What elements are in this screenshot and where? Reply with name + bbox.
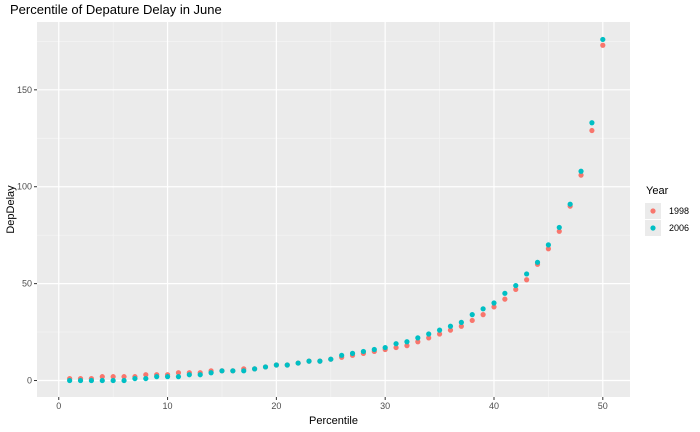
data-point-1998 (491, 304, 497, 310)
points-layer (67, 36, 606, 384)
data-point-2006 (371, 346, 377, 353)
data-point-1998 (110, 374, 116, 380)
legend-point-2006 (650, 225, 656, 231)
data-point-1998 (175, 370, 182, 376)
y-tick-label: 100 (17, 182, 32, 192)
data-point-2006 (88, 377, 95, 384)
data-point-1998 (404, 343, 410, 349)
y-tick-label: 150 (17, 85, 32, 95)
data-point-1998 (524, 277, 530, 283)
data-point-2006 (480, 306, 486, 312)
data-point-2006 (589, 120, 595, 126)
data-point-2006 (469, 312, 475, 318)
data-point-2006 (164, 374, 171, 380)
data-point-1998 (426, 335, 432, 341)
plot-panel (37, 22, 630, 397)
data-point-2006 (121, 377, 127, 384)
data-point-2006 (447, 323, 454, 329)
data-point-2006 (360, 348, 367, 355)
data-point-1998 (513, 286, 519, 293)
legend-point-1998 (650, 208, 656, 214)
data-point-2006 (241, 368, 247, 374)
data-point-1998 (393, 344, 399, 351)
data-point-2006 (154, 374, 160, 380)
data-point-1998 (436, 331, 443, 337)
data-point-2006 (404, 339, 410, 345)
data-point-2006 (524, 271, 530, 277)
data-point-1998 (469, 317, 475, 324)
data-point-2006 (295, 360, 301, 366)
data-point-2006 (252, 366, 258, 372)
y-axis-title: DepDelay (5, 185, 17, 234)
data-point-2006 (77, 377, 84, 384)
data-point-2006 (382, 344, 388, 351)
data-point-2006 (284, 362, 290, 368)
data-point-1998 (578, 172, 584, 178)
x-tick-label: 10 (163, 401, 173, 411)
y-tick-label: 0 (27, 376, 32, 386)
data-point-2006 (132, 375, 138, 382)
data-point-2006 (273, 362, 279, 368)
data-point-1998 (415, 339, 421, 345)
tick-layer: 0 10 20 30 40 50 0 50 100 150 (17, 85, 608, 411)
data-point-1998 (121, 374, 127, 380)
legend-title: Year (646, 185, 669, 197)
legend-label-2006: 2006 (669, 223, 689, 233)
data-point-2006 (458, 319, 464, 325)
data-point-1998 (502, 296, 508, 302)
data-point-1998 (143, 372, 149, 378)
data-point-2006 (545, 242, 551, 248)
data-point-2006 (578, 168, 584, 174)
data-point-2006 (556, 224, 562, 231)
data-point-2006 (415, 335, 421, 341)
data-point-2006 (262, 364, 269, 370)
data-point-1998 (556, 228, 562, 234)
data-point-2006 (426, 331, 432, 337)
data-point-2006 (208, 370, 214, 376)
data-point-2006 (143, 375, 149, 382)
data-point-2006 (339, 352, 345, 358)
data-point-1998 (600, 42, 606, 48)
data-point-2006 (67, 377, 73, 384)
data-point-2006 (186, 372, 192, 378)
data-point-2006 (317, 358, 323, 364)
x-tick-label: 50 (598, 401, 608, 411)
x-tick-label: 20 (271, 401, 281, 411)
x-tick-label: 40 (489, 401, 499, 411)
data-point-2006 (110, 377, 116, 384)
data-point-2006 (328, 356, 334, 362)
legend-label-1998: 1998 (669, 206, 689, 216)
data-point-2006 (99, 377, 105, 384)
data-point-1998 (447, 327, 454, 333)
data-point-2006 (230, 368, 236, 374)
data-point-2006 (534, 259, 541, 265)
data-point-2006 (491, 300, 497, 306)
chart-title: Percentile of Depature Delay in June (10, 2, 222, 17)
y-tick-label: 50 (22, 279, 32, 289)
x-tick-label: 0 (56, 401, 61, 411)
data-point-1998 (480, 312, 486, 318)
data-point-1998 (458, 323, 464, 329)
data-point-1998 (589, 127, 595, 134)
legend: Year 1998 2006 (645, 185, 689, 236)
data-point-2006 (436, 327, 443, 333)
data-point-1998 (99, 374, 105, 380)
data-point-2006 (567, 201, 573, 207)
x-tick-label: 30 (380, 401, 390, 411)
x-axis-title: Percentile (309, 415, 358, 427)
data-point-2006 (600, 36, 606, 43)
data-point-2006 (306, 358, 312, 364)
data-point-2006 (502, 290, 508, 296)
data-point-2006 (219, 368, 225, 374)
data-point-2006 (197, 372, 203, 378)
data-point-2006 (393, 341, 399, 347)
data-point-2006 (349, 350, 356, 356)
data-point-1998 (545, 246, 551, 252)
data-point-2006 (175, 374, 182, 380)
data-point-2006 (513, 282, 519, 289)
